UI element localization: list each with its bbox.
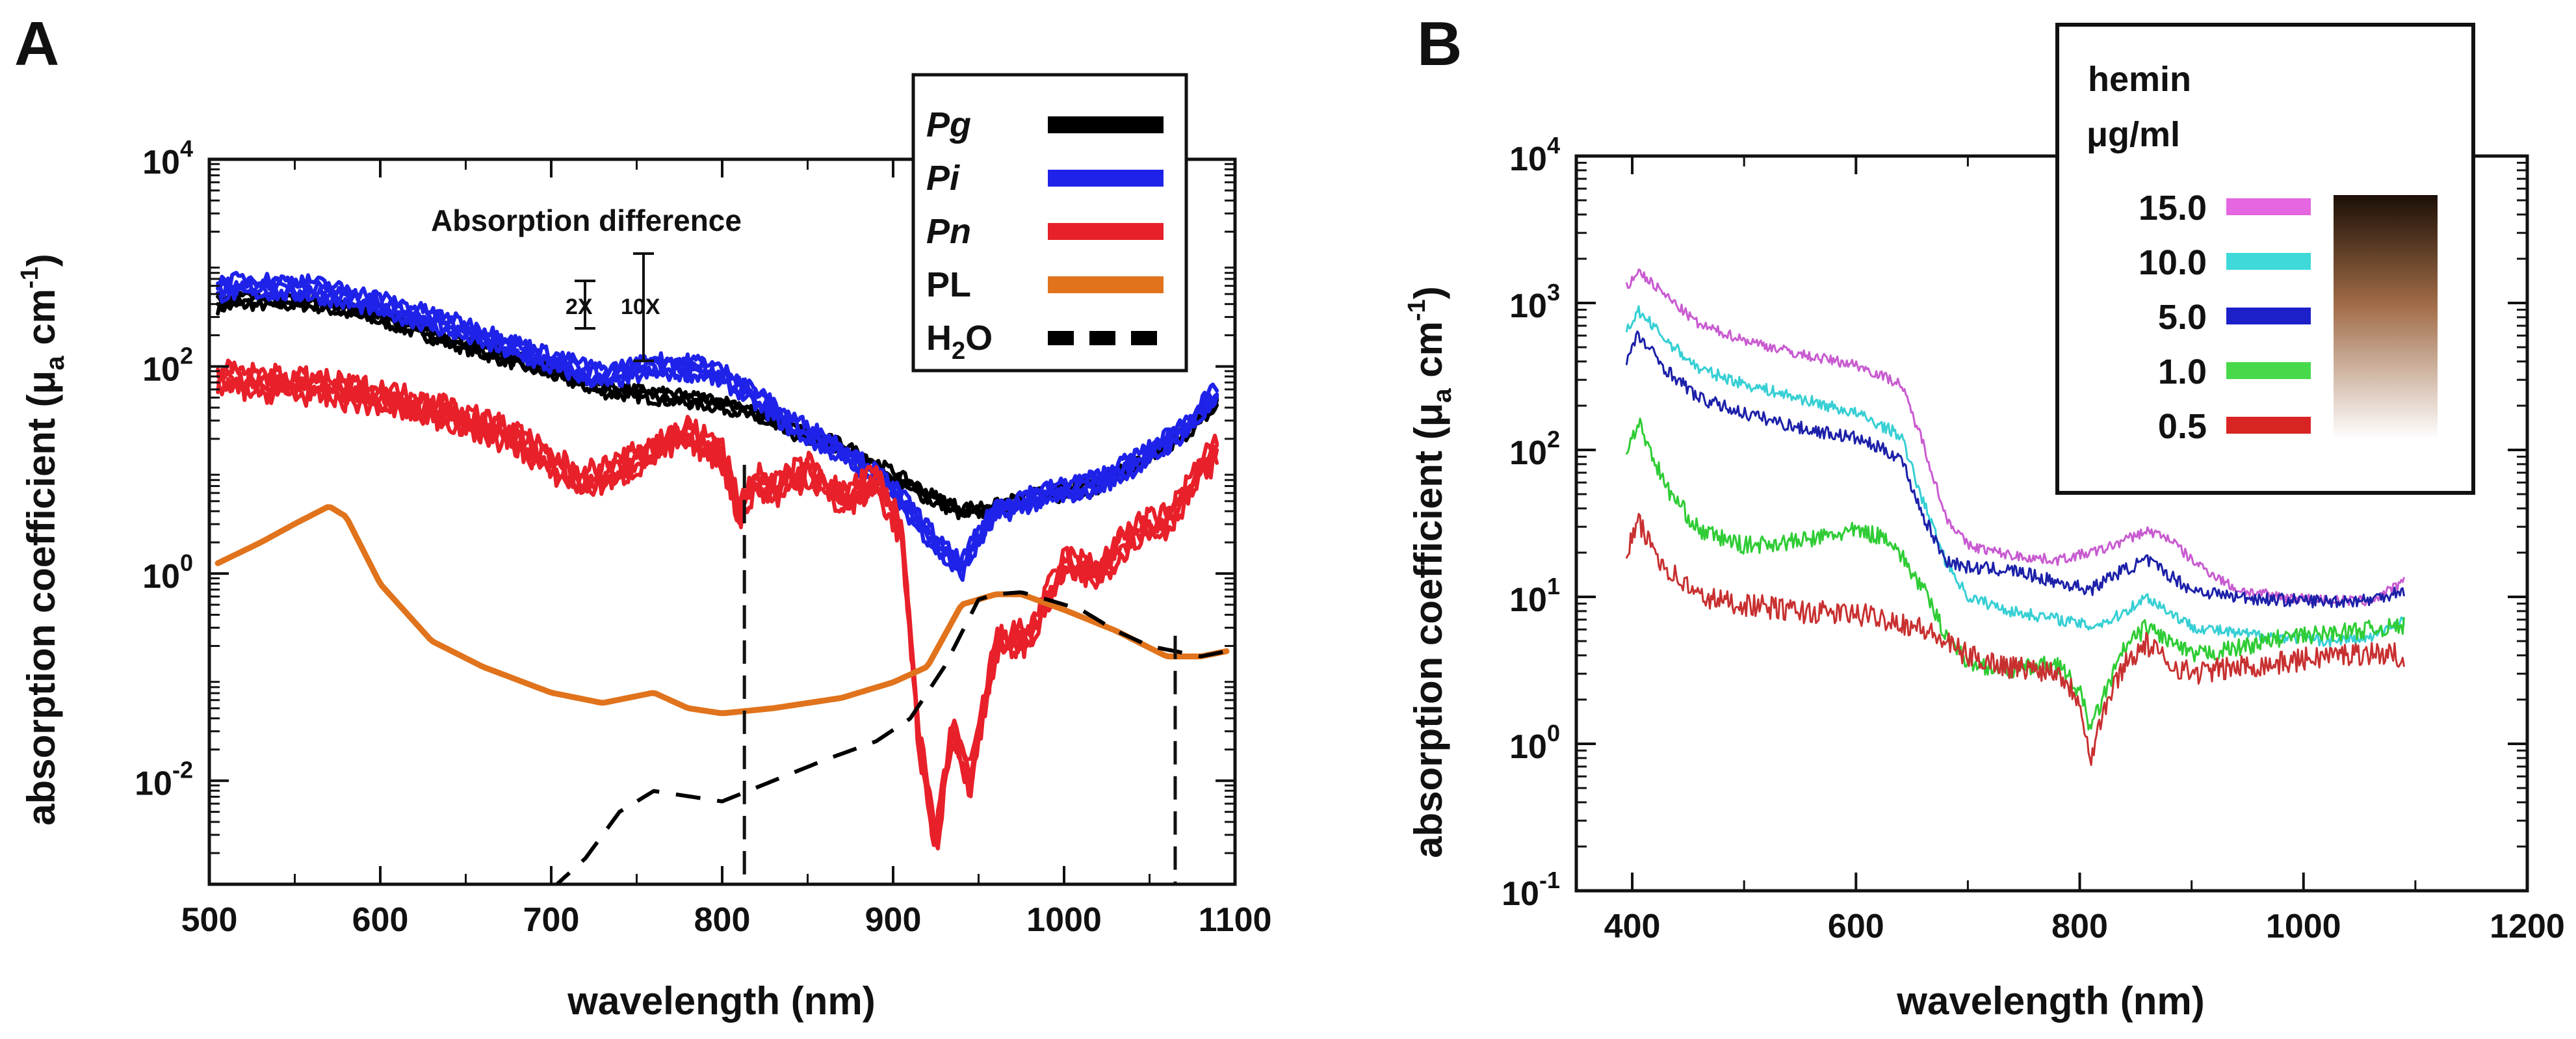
y-tick-label: 101 — [1509, 573, 1560, 619]
series-0.5-line — [1626, 512, 2405, 767]
legend-a: Pg Pi Pn PL H2O — [911, 73, 1188, 373]
series-pl-line — [215, 504, 1230, 717]
legend-label-pg: Pg — [926, 105, 971, 144]
panel-label-a: A — [14, 9, 59, 79]
y-tick-label: 100 — [1509, 720, 1560, 766]
legend-title-hemin: hemin — [2088, 60, 2191, 99]
panel-label-b: B — [1417, 9, 1462, 79]
x-axis-title-b: wavelength (nm) — [1896, 979, 2204, 1023]
x-tick-label: 1000 — [1026, 901, 1102, 939]
legend-label-hemin-15.0: 15.0 — [2139, 189, 2207, 228]
y-tick-label: 102 — [1509, 426, 1560, 472]
x-tick-label: 500 — [181, 901, 238, 939]
legend-label-pi: Pi — [926, 159, 960, 198]
scale-bar-10x: 10X — [621, 252, 660, 362]
y-axis-title-a: absorption coefficient (μa cm-1) — [16, 254, 70, 826]
legend-label-hemin-1.0: 1.0 — [2158, 352, 2207, 391]
legend-b: hemin μg/ml 15.0 10.0 5.0 1.0 0.5 — [2055, 23, 2475, 495]
y-tick-label: 10-1 — [1502, 867, 1560, 913]
legend-label-hemin-0.5: 0.5 — [2158, 407, 2207, 446]
legend-label-hemin-5.0: 5.0 — [2158, 298, 2207, 337]
x-tick-label: 1000 — [2266, 908, 2341, 945]
x-tick-label: 600 — [1828, 908, 1884, 945]
legend-title-unit: μg/ml — [2087, 115, 2180, 154]
colorbar — [2334, 195, 2438, 439]
scale-label-10x: 10X — [621, 295, 660, 319]
y-tick-label: 102 — [142, 343, 193, 389]
annotation-title: Absorption difference — [431, 204, 742, 237]
legend-label-hemin-10.0: 10.0 — [2139, 243, 2207, 282]
y-tick-label: 103 — [1509, 279, 1560, 325]
plot-area-b — [1626, 268, 2405, 767]
plot-area-a — [215, 270, 1230, 884]
x-tick-label: 800 — [2051, 908, 2108, 945]
x-tick-label: 400 — [1604, 908, 1661, 945]
x-tick-label: 1200 — [2490, 908, 2565, 945]
x-tick-label: 700 — [523, 901, 580, 939]
series-h2o-line — [554, 590, 1225, 884]
panel-a: A absorption coefficient (μa cm-1) 500 60… — [14, 9, 1271, 1023]
x-tick-label: 600 — [352, 901, 409, 939]
series-pi-line — [216, 270, 1219, 568]
x-axis-title-a: wavelength (nm) — [567, 979, 875, 1023]
x-tick-label: 800 — [694, 901, 751, 939]
x-tick-label: 1100 — [1199, 901, 1272, 939]
vertical-markers-a — [742, 464, 1177, 884]
series-pn-line — [216, 358, 1219, 843]
legend-label-pn: Pn — [926, 212, 971, 251]
x-tick-label: 900 — [865, 901, 922, 939]
panel-b: B absorption coefficient (μa cm-1) 400 60… — [1403, 9, 2565, 1023]
y-tick-label: 100 — [142, 549, 193, 596]
axes-b: 400 600 800 1000 1200 10-1 100 101 102 103 104 — [1502, 132, 2565, 945]
series-pi-line — [216, 286, 1219, 582]
y-tick-label: 104 — [1509, 132, 1560, 178]
legend-label-pl: PL — [926, 265, 971, 304]
y-axis-title-b: absorption coefficient (μa cm-1) — [1403, 286, 1457, 858]
series-5.0-line — [1626, 330, 2405, 609]
plot-frame-b — [1574, 154, 2529, 893]
scale-label-2x: 2X — [566, 295, 593, 319]
axes-a: 500 600 700 800 900 1000 1100 10-2 100 102 104 — [135, 135, 1271, 939]
y-tick-label: 10-2 — [135, 757, 193, 803]
y-tick-label: 104 — [142, 135, 193, 181]
scale-bar-2x: 2X — [566, 280, 595, 330]
legend-label-h: H2O — [926, 319, 993, 365]
